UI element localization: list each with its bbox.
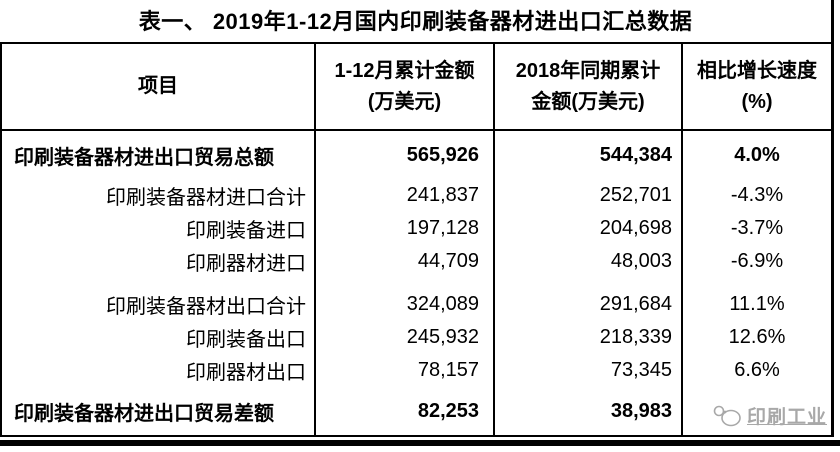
amount-2018-cell: 252,701 bbox=[494, 179, 683, 212]
table-row-export-total: 印刷装备器材出口合计 324,089 291,684 11.1% bbox=[1, 288, 831, 321]
amount-2019-cell: 565,926 bbox=[315, 130, 495, 179]
growth-cell bbox=[682, 278, 831, 288]
table-row-trade-balance: 印刷装备器材进出口贸易差额 82,253 38,983 印刷工业 bbox=[1, 387, 831, 436]
amount-2018-cell: 38,983 bbox=[494, 387, 683, 436]
growth-cell: 4.0% bbox=[734, 143, 780, 166]
amount-2019-cell: 44,709 bbox=[315, 245, 495, 278]
amount-2019-cell: 197,128 bbox=[315, 212, 495, 245]
growth-cell: 6.6% bbox=[734, 359, 780, 381]
header-item: 项目 bbox=[1, 44, 316, 131]
header-amount-2019-line1: 1-12月累计金额 bbox=[334, 59, 475, 82]
header-amount-2019-line2: (万美元) bbox=[367, 90, 442, 113]
amount-2018-cell bbox=[494, 278, 683, 288]
amount-2019-cell: 324,089 bbox=[315, 288, 495, 321]
table-row-equipment-export: 印刷装备出口 245,932 218,339 12.6% bbox=[1, 321, 831, 354]
amount-2018-cell: 73,345 bbox=[494, 354, 683, 387]
growth-cell: -4.3% bbox=[730, 184, 784, 206]
amount-2018-cell: 218,339 bbox=[494, 321, 683, 354]
watermark: 印刷工业 bbox=[711, 402, 827, 429]
bottom-rule bbox=[0, 440, 840, 446]
item-cell: 印刷器材出口 bbox=[1, 354, 316, 387]
amount-2019-cell: 241,837 bbox=[315, 179, 495, 212]
item-cell bbox=[1, 278, 316, 288]
amount-2019-cell: 82,253 bbox=[315, 387, 495, 436]
table-row-equipment-import: 印刷装备进口 197,128 204,698 -3.7% bbox=[1, 212, 831, 245]
growth-cell: -6.9% bbox=[730, 250, 784, 272]
header-amount-2018: 2018年同期累计 金额(万美元) bbox=[494, 44, 683, 131]
item-cell: 印刷装备器材进出口贸易差额 bbox=[1, 387, 316, 436]
header-growth-line2: (%) bbox=[741, 90, 773, 113]
header-growth-line1: 相比增长速度 bbox=[697, 59, 817, 82]
item-cell: 印刷装备器材进口合计 bbox=[1, 179, 316, 212]
amount-2018-cell: 544,384 bbox=[494, 130, 683, 179]
spacer-row bbox=[1, 278, 831, 288]
growth-cell: 印刷工业 bbox=[682, 387, 831, 436]
item-cell: 印刷装备出口 bbox=[1, 321, 316, 354]
panda-logo-icon bbox=[713, 405, 741, 426]
growth-cell: 11.1% bbox=[729, 293, 785, 315]
header-item-label: 项目 bbox=[138, 75, 178, 97]
amount-2019-cell: 78,157 bbox=[315, 354, 495, 387]
table-row-materials-import: 印刷器材进口 44,709 48,003 -6.9% bbox=[1, 245, 831, 278]
amount-2019-cell: 245,932 bbox=[315, 321, 495, 354]
item-cell: 印刷装备器材进出口贸易总额 bbox=[1, 130, 316, 179]
table-row-materials-export: 印刷器材出口 78,157 73,345 6.6% bbox=[1, 354, 831, 387]
header-amount-2019: 1-12月累计金额 (万美元) bbox=[315, 44, 495, 131]
header-amount-2018-line2: 金额(万美元) bbox=[531, 90, 645, 113]
table-sheet: 表一、 2019年1-12月国内印刷装备器材进出口汇总数据 项目 1-12月累计… bbox=[0, 0, 834, 437]
watermark-text: 印刷工业 bbox=[746, 407, 827, 428]
header-growth: 相比增长速度 (%) bbox=[682, 44, 831, 131]
item-cell: 印刷装备器材出口合计 bbox=[1, 288, 316, 321]
item-cell: 印刷装备进口 bbox=[1, 212, 316, 245]
item-cell: 印刷器材进口 bbox=[1, 245, 316, 278]
amount-2018-cell: 204,698 bbox=[494, 212, 683, 245]
amount-2018-cell: 291,684 bbox=[494, 288, 683, 321]
amount-2019-cell bbox=[315, 278, 495, 288]
table-row-trade-total: 印刷装备器材进出口贸易总额 565,926 544,384 4.0% bbox=[1, 130, 831, 179]
amount-2018-cell: 48,003 bbox=[494, 245, 683, 278]
header-row: 项目 1-12月累计金额 (万美元) 2018年同期累计 金额(万美元) 相比增… bbox=[1, 44, 831, 131]
table-title: 表一、 2019年1-12月国内印刷装备器材进出口汇总数据 bbox=[0, 0, 831, 44]
import-export-summary-table: 项目 1-12月累计金额 (万美元) 2018年同期累计 金额(万美元) 相比增… bbox=[0, 44, 831, 437]
growth-cell: -3.7% bbox=[730, 217, 784, 239]
growth-cell: 12.6% bbox=[728, 326, 786, 348]
header-amount-2018-line1: 2018年同期累计 bbox=[515, 59, 661, 82]
table-row-import-total: 印刷装备器材进口合计 241,837 252,701 -4.3% bbox=[1, 179, 831, 212]
